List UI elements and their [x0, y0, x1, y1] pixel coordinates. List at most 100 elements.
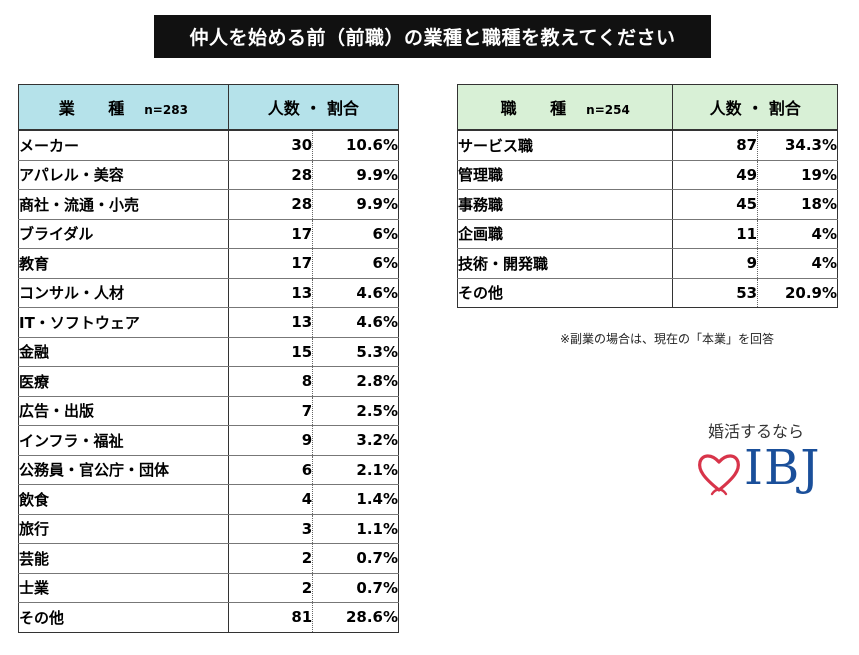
industry-name-cell: インフラ・福祉 [18, 425, 229, 456]
industry-pct-cell: 9.9% [312, 160, 399, 190]
industry-pct-cell: 0.7% [312, 543, 399, 574]
industry-name-cell: 教育 [18, 248, 229, 279]
industry-name-cell: コンサル・人材 [18, 278, 229, 308]
industry-header-n: n=283 [144, 103, 188, 117]
industry-count-cell: 28 [228, 160, 314, 190]
industry-pct-cell: 28.6% [345, 608, 398, 627]
industry-pct-cell: 9.9% [312, 189, 399, 220]
industry-count-cell: 28 [228, 189, 314, 220]
industry-count-cell: 3 [228, 514, 314, 544]
industry-count-cell: 17 [228, 248, 314, 279]
industry-pct-cell: 2.8% [312, 366, 399, 397]
occupation-row: サービス職 87 34.3% [457, 130, 838, 161]
industry-row: ブライダル 17 6% [18, 219, 399, 249]
industry-pct-cell: 4.6% [312, 307, 399, 338]
industry-pct-cell: 4.6% [312, 278, 399, 308]
occupation-count-cell: 87 [672, 130, 759, 161]
industry-row: 公務員・官公庁・団体 6 2.1% [18, 455, 399, 485]
industry-count-cell: 81 [228, 602, 314, 632]
footnote: ※副業の場合は、現在の「本業」を回答 [560, 332, 775, 346]
occupation-header-label-cell: 職 種 n=254 [456, 84, 674, 131]
occupation-table: 職 種 n=254 人数 ・ 割合 サービス職 87 34.3% 管理職 49 19% 事務職… [456, 84, 838, 308]
industry-row: 医療 8 2.8% [18, 366, 399, 397]
industry-row: IT・ソフトウェア 13 4.6% [18, 307, 399, 338]
industry-row: 旅行 3 1.1% [18, 514, 399, 544]
occupation-pct-cell: 18% [757, 189, 838, 220]
occupation-row: 管理職 49 19% [457, 160, 838, 190]
industry-count-cell: 13 [228, 278, 314, 308]
industry-name-cell: アパレル・美容 [18, 160, 229, 190]
industry-name-cell: その他 [18, 602, 229, 632]
occupation-name-cell: その他 [457, 278, 674, 308]
industry-name-cell: 商社・流通・小売 [18, 189, 229, 220]
industry-name-cell: 金融 [18, 337, 229, 367]
occupation-row: 事務職 45 18% [457, 189, 838, 220]
occupation-count-cell: 53 [672, 278, 759, 308]
industry-row: インフラ・福祉 9 3.2% [18, 425, 399, 456]
industry-name-cell: 旅行 [18, 514, 229, 544]
industry-name-cell: 士業 [18, 573, 229, 603]
industry-header-label-cell: 業 種 n=283 [18, 84, 229, 131]
industry-row: 商社・流通・小売 28 9.9% [18, 189, 399, 220]
industry-table-header: 業 種 n=283 人数 ・ 割合 [18, 84, 400, 131]
occupation-count-cell: 11 [672, 219, 759, 249]
occupation-header-label: 職 種 [500, 99, 581, 118]
occupation-count-cell: 9 [672, 248, 759, 279]
industry-pct-cell: 2.1% [312, 455, 399, 485]
industry-pct-cell: 5.3% [312, 337, 399, 367]
industry-count-cell: 4 [228, 484, 314, 515]
industry-header-stat: 人数 ・ 割合 [227, 84, 400, 131]
logo-text: IBJ [744, 440, 821, 496]
industry-name-cell: 公務員・官公庁・団体 [18, 455, 229, 485]
industry-count-cell: 13 [228, 307, 314, 338]
occupation-header-stat: 人数 ・ 割合 [672, 84, 838, 131]
industry-name-cell: 広告・出版 [18, 396, 229, 426]
occupation-name-cell: 事務職 [457, 189, 674, 220]
industry-name-cell: 医療 [18, 366, 229, 397]
industry-count-cell: 15 [228, 337, 314, 367]
occupation-name-cell: サービス職 [457, 130, 674, 161]
industry-pct-cell: 1.4% [312, 484, 399, 515]
industry-pct-cell: 1.1% [312, 514, 399, 544]
occupation-row: 技術・開発職 9 4% [457, 248, 838, 279]
industry-name-cell: 芸能 [18, 543, 229, 574]
occupation-pct-cell: 4% [757, 219, 838, 249]
industry-name-cell: ブライダル [18, 219, 229, 249]
industry-row: コンサル・人材 13 4.6% [18, 278, 399, 308]
industry-header-label: 業 種 [58, 99, 139, 118]
logo-tagline: 婚活するなら [708, 422, 805, 441]
occupation-row: 企画職 11 4% [457, 219, 838, 249]
industry-pct-cell: 0.7% [312, 573, 399, 603]
ibj-logo: 婚活するなら IBJ [696, 418, 831, 513]
industry-row: その他 81 28.6% [18, 602, 399, 632]
industry-count-cell: 8 [228, 366, 314, 397]
industry-pct-cell: 10.6% [312, 130, 399, 161]
occupation-count-cell: 45 [672, 189, 759, 220]
industry-row: 広告・出版 7 2.5% [18, 396, 399, 426]
industry-row: 飲食 4 1.4% [18, 484, 399, 515]
occupation-pct-cell: 19% [757, 160, 838, 190]
page-title: 仲人を始める前（前職）の業種と職種を教えてください [154, 15, 711, 58]
industry-table: 業 種 n=283 人数 ・ 割合 メーカー 30 10.6% アパレル・美容 28 9.9… [18, 84, 400, 633]
industry-row: 芸能 2 0.7% [18, 543, 399, 574]
occupation-count-cell: 49 [672, 160, 759, 190]
industry-name-cell: IT・ソフトウェア [18, 307, 229, 338]
occupation-name-cell: 管理職 [457, 160, 674, 190]
industry-count-cell: 2 [228, 573, 314, 603]
industry-row: メーカー 30 10.6% [18, 130, 399, 161]
industry-row: 教育 17 6% [18, 248, 399, 279]
industry-row: 士業 2 0.7% [18, 573, 399, 603]
occupation-name-cell: 企画職 [457, 219, 674, 249]
occupation-pct-cell: 34.3% [757, 130, 838, 161]
industry-name-cell: 飲食 [18, 484, 229, 515]
heart-icon [698, 454, 740, 496]
industry-pct-cell: 2.5% [312, 396, 399, 426]
industry-pct-cell: 6% [312, 248, 399, 279]
occupation-pct-cell: 20.9% [784, 283, 837, 302]
industry-count-cell: 7 [228, 396, 314, 426]
industry-count-cell: 17 [228, 219, 314, 249]
industry-pct-cell: 3.2% [312, 425, 399, 456]
occupation-name-cell: 技術・開発職 [457, 248, 674, 279]
occupation-table-header: 職 種 n=254 人数 ・ 割合 [456, 84, 838, 131]
industry-row: アパレル・美容 28 9.9% [18, 160, 399, 190]
